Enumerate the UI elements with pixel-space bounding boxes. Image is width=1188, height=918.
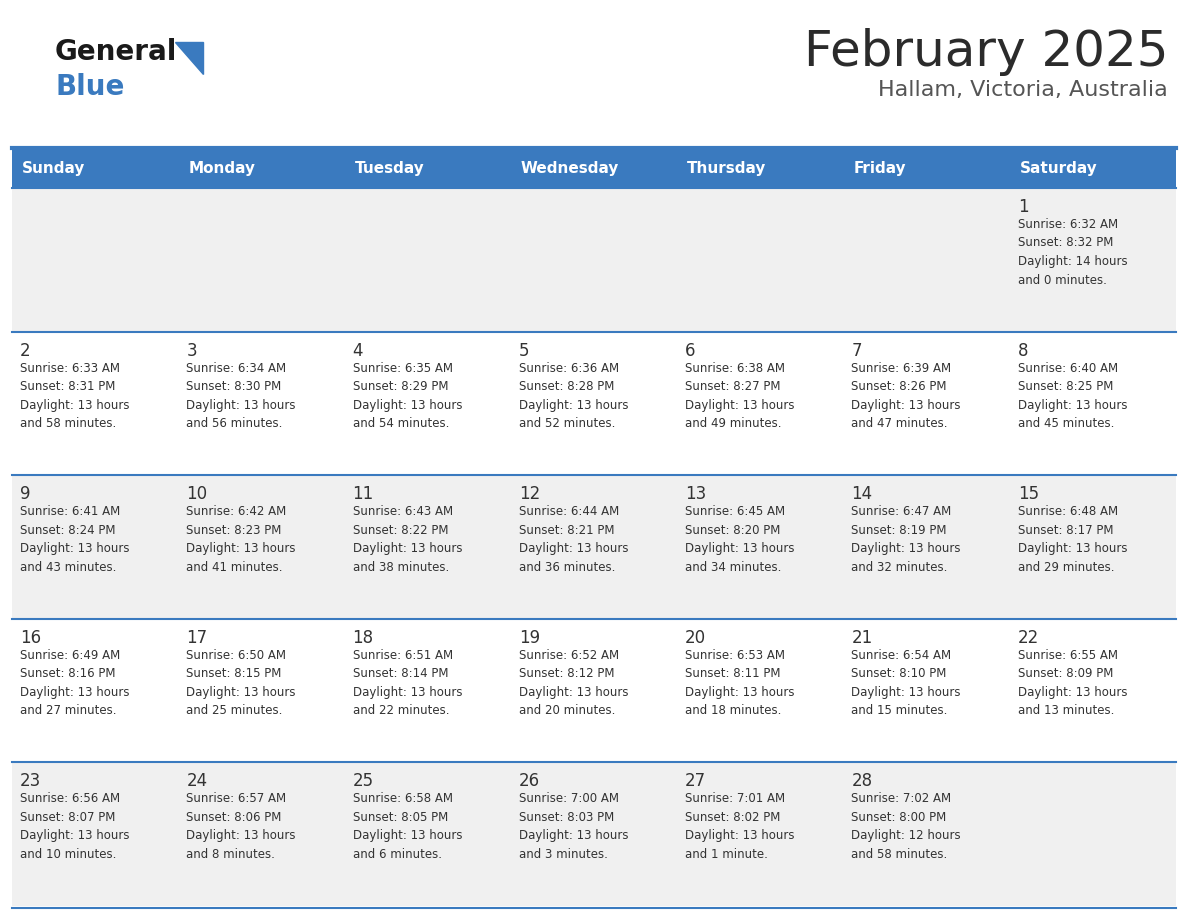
Bar xyxy=(12,331,1176,476)
Text: 2: 2 xyxy=(20,341,31,360)
Text: 11: 11 xyxy=(353,486,374,503)
Text: Sunrise: 6:52 AM
Sunset: 8:12 PM
Daylight: 13 hours
and 20 minutes.: Sunrise: 6:52 AM Sunset: 8:12 PM Dayligh… xyxy=(519,649,628,717)
Text: 28: 28 xyxy=(852,772,872,790)
Text: 9: 9 xyxy=(20,486,31,503)
Text: Sunrise: 6:42 AM
Sunset: 8:23 PM
Daylight: 13 hours
and 41 minutes.: Sunrise: 6:42 AM Sunset: 8:23 PM Dayligh… xyxy=(187,505,296,574)
Text: Sunrise: 6:50 AM
Sunset: 8:15 PM
Daylight: 13 hours
and 25 minutes.: Sunrise: 6:50 AM Sunset: 8:15 PM Dayligh… xyxy=(187,649,296,717)
Text: 5: 5 xyxy=(519,341,530,360)
Text: Sunrise: 6:39 AM
Sunset: 8:26 PM
Daylight: 13 hours
and 47 minutes.: Sunrise: 6:39 AM Sunset: 8:26 PM Dayligh… xyxy=(852,362,961,431)
Text: Sunrise: 6:57 AM
Sunset: 8:06 PM
Daylight: 13 hours
and 8 minutes.: Sunrise: 6:57 AM Sunset: 8:06 PM Dayligh… xyxy=(187,792,296,861)
Text: Sunrise: 6:33 AM
Sunset: 8:31 PM
Daylight: 13 hours
and 58 minutes.: Sunrise: 6:33 AM Sunset: 8:31 PM Dayligh… xyxy=(20,362,129,431)
Text: Sunrise: 6:36 AM
Sunset: 8:28 PM
Daylight: 13 hours
and 52 minutes.: Sunrise: 6:36 AM Sunset: 8:28 PM Dayligh… xyxy=(519,362,628,431)
Text: Sunday: Sunday xyxy=(23,162,86,176)
Text: Thursday: Thursday xyxy=(687,162,766,176)
Text: 4: 4 xyxy=(353,341,364,360)
Text: Sunrise: 6:40 AM
Sunset: 8:25 PM
Daylight: 13 hours
and 45 minutes.: Sunrise: 6:40 AM Sunset: 8:25 PM Dayligh… xyxy=(1018,362,1127,431)
Text: Sunrise: 6:41 AM
Sunset: 8:24 PM
Daylight: 13 hours
and 43 minutes.: Sunrise: 6:41 AM Sunset: 8:24 PM Dayligh… xyxy=(20,505,129,574)
Text: Wednesday: Wednesday xyxy=(520,162,619,176)
Text: Sunrise: 6:35 AM
Sunset: 8:29 PM
Daylight: 13 hours
and 54 minutes.: Sunrise: 6:35 AM Sunset: 8:29 PM Dayligh… xyxy=(353,362,462,431)
Text: 25: 25 xyxy=(353,772,374,790)
Text: Sunrise: 7:02 AM
Sunset: 8:00 PM
Daylight: 12 hours
and 58 minutes.: Sunrise: 7:02 AM Sunset: 8:00 PM Dayligh… xyxy=(852,792,961,861)
Text: Sunrise: 6:38 AM
Sunset: 8:27 PM
Daylight: 13 hours
and 49 minutes.: Sunrise: 6:38 AM Sunset: 8:27 PM Dayligh… xyxy=(685,362,795,431)
Text: General: General xyxy=(55,38,177,66)
Text: Sunrise: 7:01 AM
Sunset: 8:02 PM
Daylight: 13 hours
and 1 minute.: Sunrise: 7:01 AM Sunset: 8:02 PM Dayligh… xyxy=(685,792,795,861)
Text: Sunrise: 7:00 AM
Sunset: 8:03 PM
Daylight: 13 hours
and 3 minutes.: Sunrise: 7:00 AM Sunset: 8:03 PM Dayligh… xyxy=(519,792,628,861)
Text: 20: 20 xyxy=(685,629,707,647)
Text: 3: 3 xyxy=(187,341,197,360)
Text: 15: 15 xyxy=(1018,486,1038,503)
Text: 27: 27 xyxy=(685,772,707,790)
Text: 17: 17 xyxy=(187,629,208,647)
Text: Sunrise: 6:48 AM
Sunset: 8:17 PM
Daylight: 13 hours
and 29 minutes.: Sunrise: 6:48 AM Sunset: 8:17 PM Dayligh… xyxy=(1018,505,1127,574)
Text: Monday: Monday xyxy=(188,162,255,176)
Text: Sunrise: 6:34 AM
Sunset: 8:30 PM
Daylight: 13 hours
and 56 minutes.: Sunrise: 6:34 AM Sunset: 8:30 PM Dayligh… xyxy=(187,362,296,431)
Text: 22: 22 xyxy=(1018,629,1040,647)
Text: Friday: Friday xyxy=(853,162,906,176)
Text: Sunrise: 6:44 AM
Sunset: 8:21 PM
Daylight: 13 hours
and 36 minutes.: Sunrise: 6:44 AM Sunset: 8:21 PM Dayligh… xyxy=(519,505,628,574)
Text: Tuesday: Tuesday xyxy=(354,162,424,176)
Text: 16: 16 xyxy=(20,629,42,647)
Text: Sunrise: 6:51 AM
Sunset: 8:14 PM
Daylight: 13 hours
and 22 minutes.: Sunrise: 6:51 AM Sunset: 8:14 PM Dayligh… xyxy=(353,649,462,717)
Text: 1: 1 xyxy=(1018,198,1029,216)
Text: 18: 18 xyxy=(353,629,374,647)
Text: 24: 24 xyxy=(187,772,208,790)
Text: 21: 21 xyxy=(852,629,873,647)
Text: Sunrise: 6:45 AM
Sunset: 8:20 PM
Daylight: 13 hours
and 34 minutes.: Sunrise: 6:45 AM Sunset: 8:20 PM Dayligh… xyxy=(685,505,795,574)
Text: Sunrise: 6:53 AM
Sunset: 8:11 PM
Daylight: 13 hours
and 18 minutes.: Sunrise: 6:53 AM Sunset: 8:11 PM Dayligh… xyxy=(685,649,795,717)
Text: Sunrise: 6:43 AM
Sunset: 8:22 PM
Daylight: 13 hours
and 38 minutes.: Sunrise: 6:43 AM Sunset: 8:22 PM Dayligh… xyxy=(353,505,462,574)
Text: Sunrise: 6:32 AM
Sunset: 8:32 PM
Daylight: 14 hours
and 0 minutes.: Sunrise: 6:32 AM Sunset: 8:32 PM Dayligh… xyxy=(1018,218,1127,286)
Text: 14: 14 xyxy=(852,486,872,503)
Text: Sunrise: 6:47 AM
Sunset: 8:19 PM
Daylight: 13 hours
and 32 minutes.: Sunrise: 6:47 AM Sunset: 8:19 PM Dayligh… xyxy=(852,505,961,574)
Text: Sunrise: 6:49 AM
Sunset: 8:16 PM
Daylight: 13 hours
and 27 minutes.: Sunrise: 6:49 AM Sunset: 8:16 PM Dayligh… xyxy=(20,649,129,717)
Text: Sunrise: 6:58 AM
Sunset: 8:05 PM
Daylight: 13 hours
and 6 minutes.: Sunrise: 6:58 AM Sunset: 8:05 PM Dayligh… xyxy=(353,792,462,861)
Text: Blue: Blue xyxy=(55,73,125,101)
Text: 8: 8 xyxy=(1018,341,1029,360)
Text: 7: 7 xyxy=(852,341,862,360)
Polygon shape xyxy=(175,42,203,74)
Text: Sunrise: 6:56 AM
Sunset: 8:07 PM
Daylight: 13 hours
and 10 minutes.: Sunrise: 6:56 AM Sunset: 8:07 PM Dayligh… xyxy=(20,792,129,861)
Text: 12: 12 xyxy=(519,486,541,503)
Bar xyxy=(12,150,1176,188)
Bar xyxy=(12,763,1176,906)
Text: 6: 6 xyxy=(685,341,696,360)
Bar xyxy=(12,619,1176,763)
Text: 13: 13 xyxy=(685,486,707,503)
Text: Sunrise: 6:54 AM
Sunset: 8:10 PM
Daylight: 13 hours
and 15 minutes.: Sunrise: 6:54 AM Sunset: 8:10 PM Dayligh… xyxy=(852,649,961,717)
Text: Saturday: Saturday xyxy=(1019,162,1098,176)
Text: 26: 26 xyxy=(519,772,541,790)
Text: Hallam, Victoria, Australia: Hallam, Victoria, Australia xyxy=(878,80,1168,100)
Text: February 2025: February 2025 xyxy=(803,28,1168,76)
Text: 23: 23 xyxy=(20,772,42,790)
Bar xyxy=(12,188,1176,331)
Text: Sunrise: 6:55 AM
Sunset: 8:09 PM
Daylight: 13 hours
and 13 minutes.: Sunrise: 6:55 AM Sunset: 8:09 PM Dayligh… xyxy=(1018,649,1127,717)
Bar xyxy=(12,476,1176,619)
Text: 10: 10 xyxy=(187,486,208,503)
Text: 19: 19 xyxy=(519,629,541,647)
